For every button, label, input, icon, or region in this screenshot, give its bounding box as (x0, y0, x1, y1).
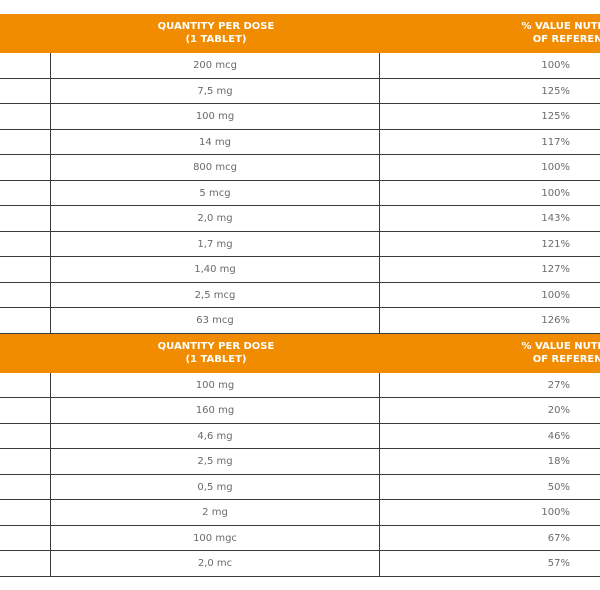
quantity-cell: 2,5 mcg (194, 289, 236, 301)
quantity-cell: 0,5 mg (197, 481, 233, 493)
percent-cell: 117% (541, 136, 570, 148)
table-row: 2,5 mg 18% (0, 449, 600, 475)
table-row: 2,0 mc 57% (0, 551, 600, 577)
table-row: 100 mg 125% (0, 104, 600, 130)
header-quantity-line2: (1 TABLET) (185, 353, 247, 365)
percent-cell: 127% (541, 264, 570, 275)
quantity-cell: 1,7 mg (197, 238, 233, 250)
table-row: 7,5 mg 125% (0, 78, 600, 104)
table-row: 2,0 mg 143% (0, 206, 600, 232)
table-body-minerals: 100 mg 27% 160 mg 20% 4,6 mg 46% 2,5 mg 18% … (0, 372, 600, 577)
quantity-cell: 2,0 mc (197, 558, 233, 569)
header-quantity-per-dose: QUANTITY PER DOSE (1 TABLET) (52, 340, 380, 366)
percent-cell: 126% (541, 315, 570, 326)
percent-cell: 57% (547, 558, 570, 569)
header-quantity-per-dose: QUANTITY PER DOSE (1 TABLET) (52, 20, 380, 46)
header-percent-value: % VALUE NUTRITIO OF REFERENCE (380, 20, 600, 46)
header-percent-line2: OF REFERENCE (532, 353, 600, 365)
table-row: 14 mg 117% (0, 129, 600, 155)
quantity-cell: 100 mg (195, 379, 235, 391)
quantity-cell: 2 mg (202, 507, 228, 518)
percent-cell: 20% (547, 405, 570, 416)
table-row: 5 mcg 100% (0, 180, 600, 206)
table-header-vitamins: QUANTITY PER DOSE (1 TABLET) % VALUE NUT… (0, 14, 600, 53)
quantity-cell: 200 mcg (193, 60, 237, 71)
header-quantity-line2: (1 TABLET) (185, 34, 247, 45)
percent-cell: 46% (547, 430, 570, 442)
quantity-cell: 2,5 mg (197, 456, 233, 467)
header-percent-line1: % VALUE NUTRITIO (521, 340, 600, 352)
percent-cell: 100% (541, 162, 570, 173)
quantity-cell: 1,40 mg (194, 264, 236, 275)
quantity-cell: 4,6 mg (197, 430, 233, 442)
quantity-cell: 2,0 mg (197, 213, 233, 224)
percent-cell: 100% (541, 187, 570, 199)
nutrition-tables: QUANTITY PER DOSE (1 TABLET) % VALUE NUT… (0, 14, 600, 577)
table-row: 200 mcg 100% (0, 53, 600, 79)
percent-cell: 50% (547, 481, 570, 493)
percent-cell: 100% (541, 289, 570, 301)
table-row: 100 mgc 67% (0, 525, 600, 551)
percent-cell: 100% (541, 60, 570, 71)
header-percent-line1: % VALUE NUTRITIO (521, 21, 600, 32)
table-row: 1,7 mg 121% (0, 231, 600, 257)
table-row: 2,5 mcg 100% (0, 282, 600, 308)
quantity-cell: 63 mcg (196, 315, 234, 326)
table-row: 160 mg 20% (0, 398, 600, 424)
quantity-cell: 14 mg (199, 136, 231, 148)
header-percent-line2: OF REFERENCE (532, 34, 600, 45)
percent-cell: 100% (541, 507, 570, 518)
quantity-cell: 5 mcg (199, 187, 231, 199)
header-percent-value: % VALUE NUTRITIO OF REFERENCE (380, 340, 600, 366)
quantity-cell: 800 mcg (193, 162, 237, 173)
header-quantity-line1: QUANTITY PER DOSE (157, 21, 275, 32)
table-row: 800 mcg 100% (0, 155, 600, 181)
table-header-minerals: QUANTITY PER DOSE (1 TABLET) % VALUE NUT… (0, 333, 600, 373)
table-row: 63 mcg 126% (0, 308, 600, 334)
header-quantity-line1: QUANTITY PER DOSE (157, 340, 275, 352)
table-body-vitamins: 200 mcg 100% 7,5 mg 125% 100 mg 125% 14 mg 1… (0, 53, 600, 334)
table-row: 2 mg 100% (0, 500, 600, 526)
percent-cell: 125% (541, 85, 570, 97)
percent-cell: 27% (547, 379, 570, 391)
quantity-cell: 160 mg (195, 405, 235, 416)
quantity-cell: 7,5 mg (197, 85, 233, 97)
percent-cell: 18% (547, 456, 570, 467)
percent-cell: 125% (541, 111, 570, 122)
table-row: 4,6 mg 46% (0, 423, 600, 449)
quantity-cell: 100 mgc (193, 532, 237, 544)
percent-cell: 143% (541, 213, 570, 224)
table-row: 1,40 mg 127% (0, 257, 600, 283)
percent-cell: 121% (541, 238, 570, 250)
quantity-cell: 100 mg (195, 111, 235, 122)
percent-cell: 67% (547, 532, 570, 544)
table-row: 0,5 mg 50% (0, 474, 600, 500)
table-row: 100 mg 27% (0, 372, 600, 398)
